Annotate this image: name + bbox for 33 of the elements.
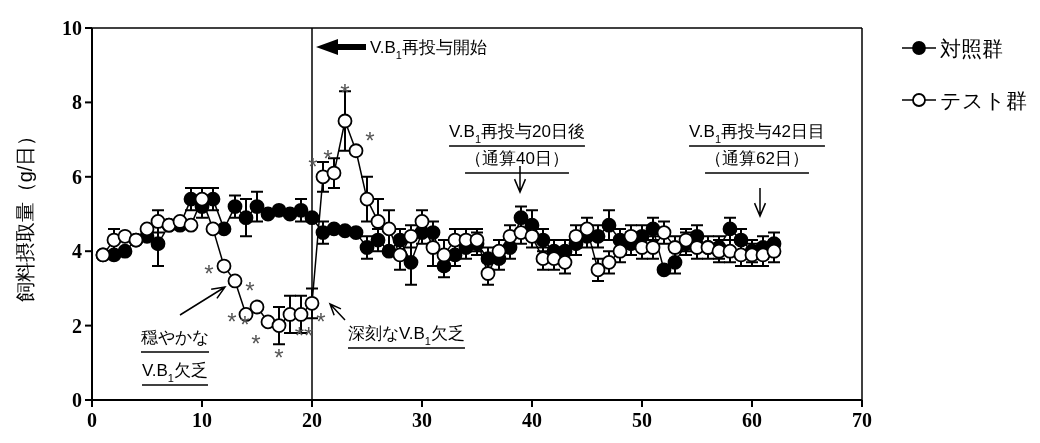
x-tick-label: 10	[192, 409, 212, 431]
x-tick-label: 70	[852, 409, 872, 431]
y-axis-title: 飼料摂取量（g/日）	[14, 125, 36, 303]
annotation: *	[204, 260, 214, 288]
x-tick-label: 50	[632, 409, 652, 431]
annotation: *	[365, 126, 375, 154]
annotation: 深刻なV.B$_{1}$欠乏	[348, 324, 465, 347]
annotation: *	[245, 276, 255, 304]
x-tick-label: 30	[412, 409, 432, 431]
x-tick-label: 40	[522, 409, 542, 431]
x-tick-label: 20	[302, 409, 322, 431]
annotation: *	[323, 145, 333, 173]
annotation: （通算40日）	[465, 149, 569, 168]
y-tick-label: 0	[72, 389, 82, 411]
x-tick-label: 0	[87, 409, 97, 431]
annotation: V.B$_{1}$再投与開始	[370, 38, 487, 61]
y-tick-label: 6	[72, 165, 82, 188]
annotation: V.B$_{1}$欠乏	[142, 361, 208, 384]
annotation: *	[227, 308, 237, 336]
annotation: V.B$_{1}$再投与20日後	[449, 122, 585, 145]
y-tick-label: 10	[62, 17, 82, 39]
y-tick-label: 2	[72, 314, 82, 337]
x-tick-label: 60	[742, 409, 762, 431]
y-tick-label: 8	[72, 91, 82, 114]
annotation: （通算62日）	[705, 149, 809, 168]
legend-label: 対照群	[940, 37, 1003, 60]
y-tick-label: 4	[72, 240, 82, 263]
annotation: *	[316, 308, 326, 336]
annotation: 穏やかな	[141, 328, 209, 347]
annotation: *	[274, 343, 284, 371]
legend-label: テスト群	[940, 89, 1027, 112]
annotation: V.B$_{1}$再投与42日目	[689, 122, 825, 145]
annotation: *	[251, 329, 261, 357]
